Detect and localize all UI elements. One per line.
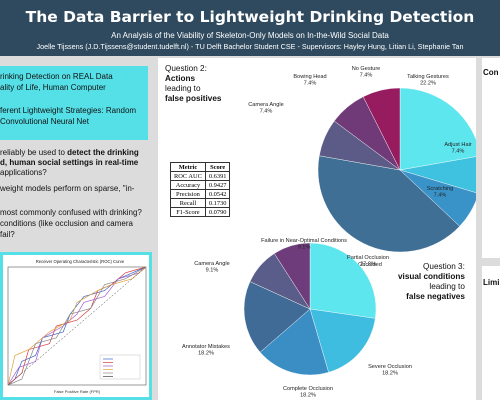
- q2-block: Question 2: Actions leading to false pos…: [165, 64, 221, 104]
- research-question-1: reliably be used to detect the drinking …: [0, 148, 150, 178]
- poster-subtitle: An Analysis of the Viability of Skeleton…: [111, 31, 389, 40]
- fp-pie-slice-label: Bowing Head 7.4%: [293, 74, 326, 87]
- fp-pie-slice: [362, 87, 401, 171]
- fn-pie-slice-label: Complete Occlusion 18.2%: [283, 386, 333, 399]
- rq1-bold: detect the drinking: [67, 148, 139, 157]
- q3-label: Question 3:: [423, 262, 465, 271]
- fp-pie-slice-label: Adjust Hair 7.4%: [444, 142, 471, 155]
- poster-title: The Data Barrier to Lightweight Drinking…: [25, 8, 475, 26]
- conclusions-heading: Con: [483, 68, 499, 77]
- table-row: F1-Score 0.0790: [170, 207, 231, 217]
- intro-line-2: ality of Life, Human Computer: [0, 83, 106, 92]
- fn-pie-slice: [274, 242, 311, 310]
- limitations-panel: [482, 266, 500, 400]
- fp-pie-slice-label: Talking Gestures 22.2%: [407, 74, 449, 87]
- roc-series-line: [7, 266, 147, 386]
- q3-line3: false negatives: [406, 292, 465, 301]
- research-question-3-line3: fail?: [0, 230, 15, 239]
- q2-line3: false positives: [165, 94, 222, 103]
- fn-pie-slice-label: Camera Angle 9.1%: [194, 261, 229, 274]
- q2-line2: leading to: [165, 84, 201, 93]
- fn-pie-slice: [243, 281, 311, 353]
- metrics-table-wrap: Metric Score ROC AUC 0.6391 Accuracy 0.942…: [170, 162, 231, 217]
- q2-label: Question 2:: [165, 64, 207, 73]
- roc-series-line: [7, 266, 147, 386]
- metric-name: F1-Score: [170, 207, 206, 217]
- false-positives-pie-chart: Talking Gestures 22.2% Adjust Hair 7.4% Scra…: [182, 66, 476, 399]
- intro-box: [0, 66, 148, 140]
- research-question-3-line1: most commonly confused with drinking?: [0, 208, 142, 217]
- roc-xlabel: False Positive Rate (FPR): [54, 389, 101, 394]
- rq1-line2: d, human social settings in real-time: [0, 158, 139, 167]
- fn-pie-slice: [309, 308, 376, 373]
- rq1-line3: applications?: [0, 168, 47, 177]
- roc-series-line: [7, 266, 147, 386]
- conclusions-panel: [482, 58, 500, 258]
- intro-line-1: rinking Detection on REAL Data: [0, 72, 113, 81]
- false-negatives-pie-chart: Partial Occlusion 27.3% Severe Occlusion 18…: [182, 238, 412, 399]
- q3-line2: leading to: [429, 282, 465, 291]
- metric-value: 0.0790: [204, 207, 231, 217]
- fp-pie-slice: [317, 155, 460, 253]
- intro-line-4: ferent Lightweight Strategies: Random: [0, 106, 137, 115]
- poster-authors: Joelle Tijssens (J.D.Tijssens@student.tu…: [36, 42, 464, 51]
- q3-line1: visual conditions: [398, 272, 465, 281]
- q2-line1: Actions: [165, 74, 196, 83]
- q3-block: Question 3: visual conditions leading to…: [398, 262, 465, 302]
- fp-pie-slice-label: No Gesture 7.4%: [352, 66, 381, 79]
- fp-pie-slice-label: Camera Angle 7.4%: [248, 102, 283, 115]
- fn-pie-slice-label: Partial Occlusion 27.3%: [347, 255, 389, 268]
- fp-pie-slice: [399, 156, 476, 193]
- rq1-pre: reliably be used to: [0, 148, 68, 157]
- fn-pie-slice-label: Severe Occlusion 18.2%: [368, 364, 412, 377]
- roc-title: Receiver Operating Characteristic (ROC) …: [36, 259, 125, 264]
- research-question-3-line2: conditions (like occlusion and camera: [0, 219, 133, 228]
- fn-pie-slice: [259, 308, 329, 376]
- research-question-2: weight models perform on sparse, "in-: [0, 184, 135, 193]
- roc-chart: Receiver Operating Characteristic (ROC) …: [7, 259, 147, 394]
- fn-pie-slice-label: Failure in Near-Optimal Conditions 9.1%: [261, 238, 347, 251]
- metrics-table: Metric Score ROC AUC 0.6391 Accuracy 0.942…: [170, 162, 231, 217]
- fn-pie-slice-label: Annotator Mistakes 18.2%: [182, 344, 230, 357]
- fn-pie-slice: [309, 242, 377, 319]
- fp-pie-slice: [399, 87, 476, 171]
- fp-pie-slice-label: Scratching 7.4%: [427, 186, 453, 199]
- roc-legend: [99, 354, 141, 380]
- poster-header: The Data Barrier to Lightweight Drinking…: [0, 0, 500, 56]
- roc-series-line: [7, 266, 147, 386]
- roc-series-line: [7, 266, 147, 386]
- limitations-heading: Limi: [483, 278, 500, 287]
- intro-line-5: Convolutional Neural Net: [0, 117, 89, 126]
